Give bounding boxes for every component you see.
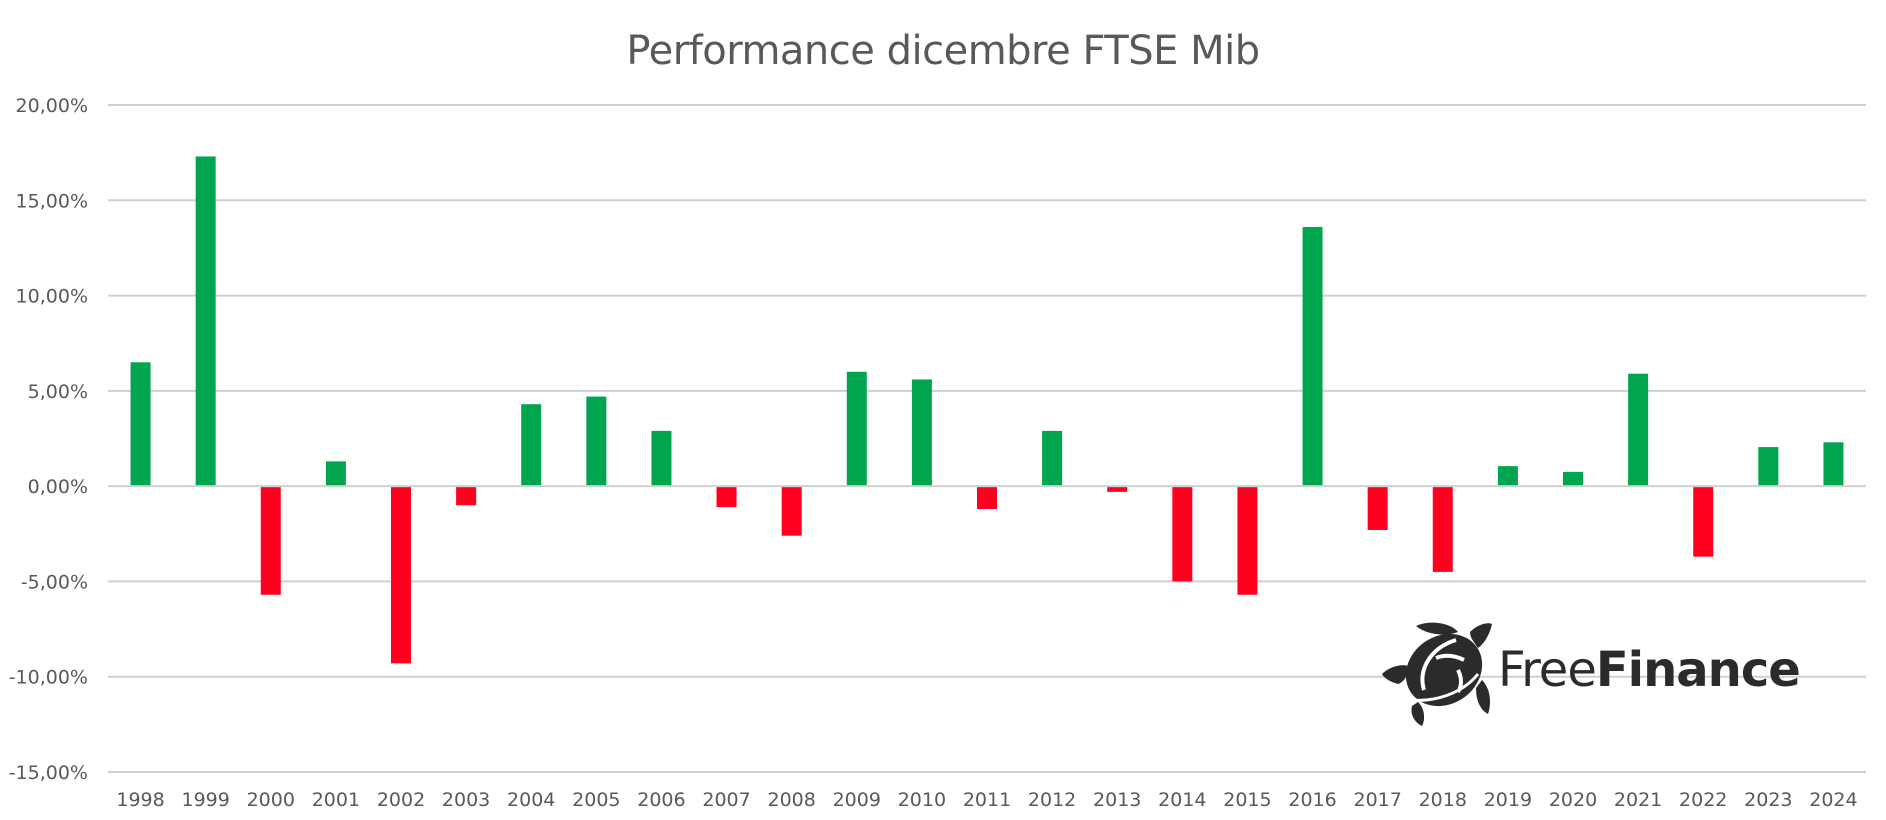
y-tick-label: -10,00% <box>9 667 88 689</box>
logo-text: FreeFinance <box>1498 642 1801 698</box>
bar-2000 <box>260 487 281 595</box>
x-tick-label: 2001 <box>312 789 360 811</box>
x-tick-label: 2007 <box>702 789 750 811</box>
bar-2001 <box>325 461 346 486</box>
bar-2015 <box>1237 487 1258 595</box>
x-tick-label: 2009 <box>833 789 881 811</box>
chart-title: Performance dicembre FTSE Mib <box>626 28 1260 74</box>
turtle-icon <box>1382 622 1492 726</box>
bars <box>130 156 1844 664</box>
x-tick-label: 2015 <box>1223 789 1271 811</box>
gridlines <box>108 104 1866 773</box>
y-tick-label: 5,00% <box>28 381 88 403</box>
x-tick-label: 2013 <box>1093 789 1141 811</box>
bar-1999 <box>195 156 216 486</box>
bar-2010 <box>911 379 932 486</box>
bar-2021 <box>1628 373 1649 486</box>
bar-2017 <box>1367 487 1388 530</box>
y-tick-label: 20,00% <box>16 95 88 117</box>
bar-2009 <box>846 371 867 486</box>
x-tick-label: 2012 <box>1028 789 1076 811</box>
bar-2002 <box>391 487 411 664</box>
bar-2007 <box>716 487 737 508</box>
x-tick-label: 2023 <box>1744 789 1792 811</box>
x-tick-label: 2018 <box>1419 789 1467 811</box>
bar-2023 <box>1758 447 1779 486</box>
x-tick-label: 2008 <box>767 789 815 811</box>
bar-2018 <box>1432 487 1453 572</box>
logo-text-free: Free <box>1498 642 1597 698</box>
bar-2013 <box>1107 487 1128 492</box>
freefinance-logo: FreeFinance <box>1378 618 1828 728</box>
bar-2019 <box>1497 466 1518 486</box>
y-tick-label: 10,00% <box>16 286 88 308</box>
logo-text-finance: Finance <box>1595 642 1801 698</box>
x-tick-label: 2017 <box>1353 789 1401 811</box>
x-tick-label: 2005 <box>572 789 620 811</box>
y-axis-labels: 20,00% 15,00% 10,00% 5,00% 0,00% -5,00% -10,00… <box>9 95 88 784</box>
x-tick-label: 2024 <box>1809 789 1857 811</box>
bar-2008 <box>781 487 802 536</box>
bar-2014 <box>1172 487 1193 582</box>
x-tick-label: 2016 <box>1288 789 1336 811</box>
x-tick-label: 2020 <box>1549 789 1597 811</box>
x-tick-label: 2010 <box>898 789 946 811</box>
y-tick-label: -5,00% <box>21 571 88 593</box>
x-tick-label: 2021 <box>1614 789 1662 811</box>
bar-2003 <box>456 487 477 506</box>
bar-2005 <box>586 396 607 486</box>
bar-2016 <box>1302 226 1323 486</box>
bar-2012 <box>1042 430 1063 486</box>
x-tick-label: 1999 <box>181 789 229 811</box>
x-tick-label: 2014 <box>1158 789 1206 811</box>
x-tick-label: 2006 <box>637 789 685 811</box>
bar-2022 <box>1693 487 1714 557</box>
x-tick-label: 2022 <box>1679 789 1727 811</box>
x-tick-label: 2002 <box>377 789 425 811</box>
bar-2006 <box>651 430 672 486</box>
x-tick-label: 2003 <box>442 789 490 811</box>
y-tick-label: 0,00% <box>28 476 88 498</box>
y-tick-label: -15,00% <box>9 762 88 784</box>
bar-1998 <box>130 362 151 486</box>
bar-2004 <box>521 404 542 486</box>
x-tick-label: 1998 <box>116 789 164 811</box>
bar-2020 <box>1563 471 1583 486</box>
x-tick-label: 2000 <box>247 789 295 811</box>
bar-2024 <box>1823 442 1844 486</box>
bar-2011 <box>977 487 997 510</box>
x-axis-labels: 1998 1999 2000 2001 2002 2003 2004 2005 2006 2007… <box>116 789 1857 811</box>
x-tick-label: 2011 <box>963 789 1011 811</box>
x-tick-label: 2004 <box>507 789 555 811</box>
y-tick-label: 15,00% <box>16 190 88 212</box>
x-tick-label: 2019 <box>1484 789 1532 811</box>
